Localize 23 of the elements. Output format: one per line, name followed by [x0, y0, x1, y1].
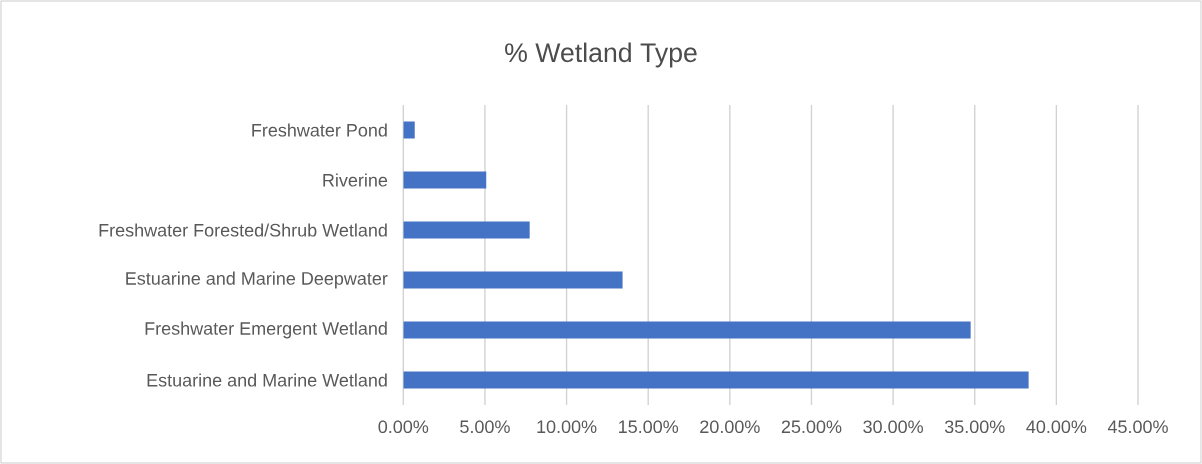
bar [403, 271, 623, 289]
x-tick-label: 15.00% [619, 420, 679, 434]
y-tick-label: Estuarine and Marine Wetland [147, 373, 387, 387]
y-tick-label: Freshwater Emergent Wetland [145, 321, 387, 339]
x-tick-label: 30.00% [863, 420, 923, 434]
bar [403, 121, 415, 139]
y-tick-label: Freshwater Pond [252, 123, 387, 137]
y-tick-label: Riverine [323, 173, 388, 187]
x-tick-label: 45.00% [1107, 420, 1168, 434]
x-tick-label: 20.00% [700, 420, 760, 434]
bar [403, 321, 971, 339]
chart-title: % Wetland Type [505, 42, 697, 68]
x-tick-label: 10.00% [537, 420, 597, 434]
bar [403, 171, 487, 189]
x-tick-label: 25.00% [781, 420, 842, 434]
bar [403, 371, 1029, 389]
bar [403, 221, 530, 239]
y-tick-label: Freshwater Forested/Shrub Wetland [99, 223, 387, 237]
y-tick-label: Estuarine and Marine Deepwater [126, 271, 388, 289]
x-tick-label: 5.00% [460, 420, 510, 434]
x-tick-label: 35.00% [944, 420, 1005, 434]
x-tick-label: 0.00% [378, 420, 429, 434]
x-tick-label: 40.00% [1026, 420, 1087, 434]
